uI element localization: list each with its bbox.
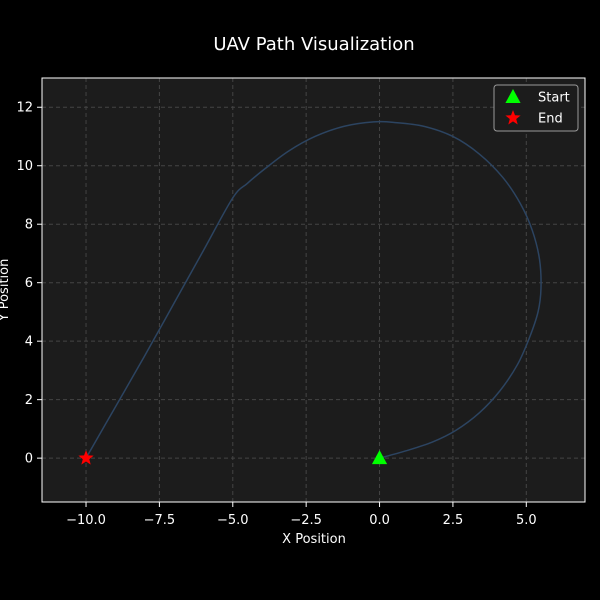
- y-tick-label: 6: [25, 276, 33, 291]
- legend-label: Start: [538, 91, 570, 106]
- plot-area: [42, 78, 585, 502]
- legend-end-marker: [505, 110, 521, 125]
- y-tick-label: 12: [16, 101, 33, 116]
- x-tick-label: −2.5: [290, 513, 322, 528]
- x-tick-label: 2.5: [443, 513, 464, 528]
- x-axis-label: X Position: [282, 532, 346, 547]
- y-tick-label: 0: [25, 452, 33, 467]
- chart-title: UAV Path Visualization: [213, 34, 414, 55]
- uav-path-line: [85, 120, 542, 459]
- legend-label: End: [538, 112, 563, 127]
- x-tick-label: 0.0: [369, 513, 390, 528]
- legend-start-marker: [505, 89, 521, 103]
- y-tick-label: 4: [25, 335, 33, 350]
- y-tick-label: 2: [25, 393, 33, 408]
- x-tick-label: −7.5: [144, 513, 176, 528]
- series-layer: [85, 120, 542, 459]
- x-axis: −10.0 −7.5 −5.0 −2.5 0.0 2.5 5.0: [66, 502, 537, 528]
- x-tick-label: −5.0: [217, 513, 249, 528]
- start-marker: [371, 450, 388, 465]
- y-axis: 0 2 4 6 8 10 12: [16, 101, 42, 467]
- y-tick-label: 8: [25, 218, 33, 233]
- plot-frame: [41, 77, 586, 503]
- end-marker: [78, 450, 94, 465]
- x-tick-label: −10.0: [66, 513, 106, 528]
- y-axis-label: Y Position: [0, 259, 12, 323]
- marker-layer: [78, 450, 388, 465]
- y-tick-label: 10: [16, 159, 33, 174]
- legend: Start End: [493, 84, 579, 132]
- x-tick-label: 5.0: [516, 513, 537, 528]
